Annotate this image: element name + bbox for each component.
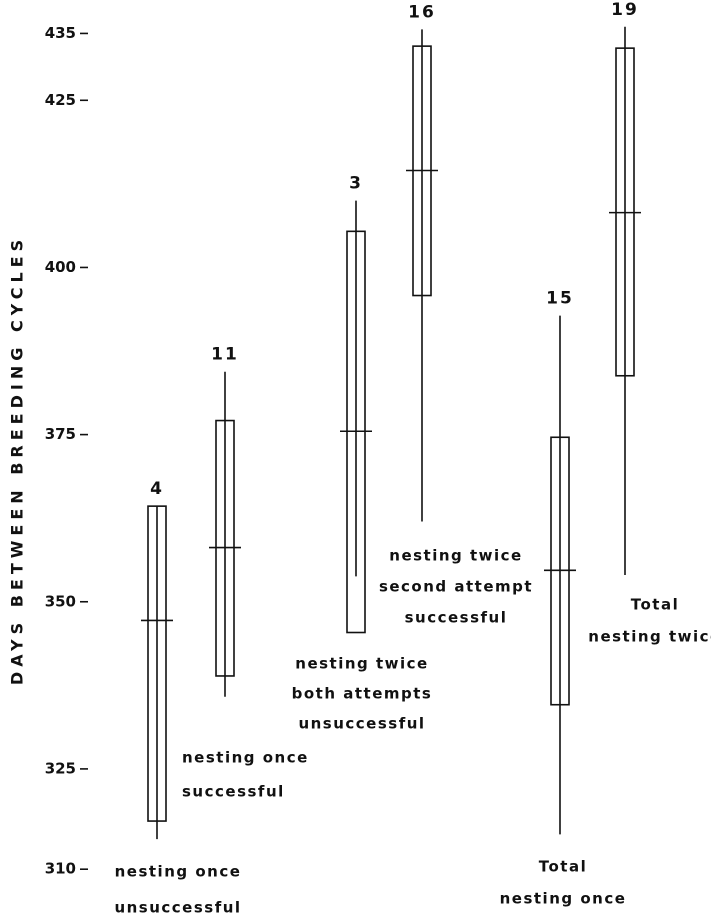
group-label: nesting once — [182, 749, 309, 767]
group-label: nesting twice — [295, 655, 428, 673]
group-label: nesting once — [500, 890, 627, 908]
y-tick-label: 375 — [45, 425, 76, 443]
y-tick-label: 325 — [45, 759, 76, 777]
count-label: 4 — [150, 479, 164, 499]
group-label: second attempt — [379, 578, 533, 596]
count-label: 3 — [349, 174, 363, 194]
group-label: successful — [405, 609, 508, 627]
y-tick-label: 400 — [45, 258, 76, 276]
y-tick-label: 425 — [45, 91, 76, 109]
y-tick-label: 435 — [45, 24, 76, 42]
group-label: both attempts — [292, 685, 433, 703]
range-box — [147, 505, 167, 822]
group-label: nesting twice — [588, 628, 711, 646]
group-label: Total — [631, 596, 679, 614]
y-tick-label: 310 — [45, 860, 76, 878]
count-label: 16 — [408, 2, 436, 22]
y-tick-label: 350 — [45, 592, 76, 610]
count-label: 15 — [546, 289, 574, 309]
group-label: nesting twice — [389, 547, 522, 565]
group-label: Total — [539, 858, 587, 876]
count-label: 11 — [211, 345, 239, 365]
count-label: 19 — [611, 0, 639, 20]
group-label: successful — [182, 783, 285, 801]
group-label: unsuccessful — [114, 899, 241, 916]
group-label: unsuccessful — [298, 715, 425, 733]
group-label: nesting once — [115, 863, 242, 881]
y-axis-label: DAYS BETWEEN BREEDING CYCLES — [8, 235, 27, 685]
